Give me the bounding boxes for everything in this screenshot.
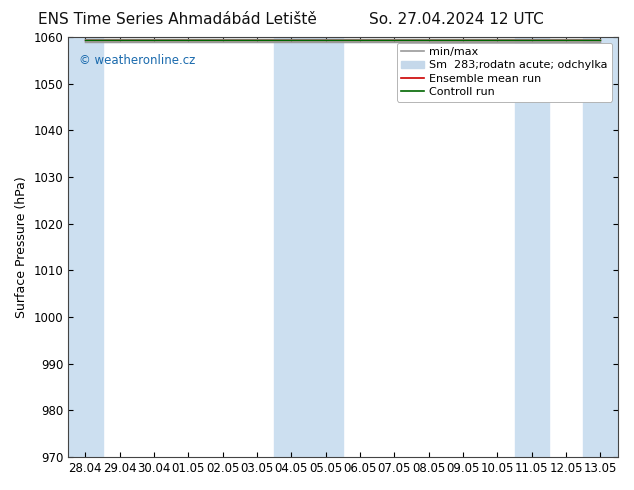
- Y-axis label: Surface Pressure (hPa): Surface Pressure (hPa): [15, 176, 28, 318]
- Legend: min/max, Sm  283;rodatn acute; odchylka, Ensemble mean run, Controll run: min/max, Sm 283;rodatn acute; odchylka, …: [397, 43, 612, 101]
- Bar: [515, 37, 549, 457]
- Bar: [583, 37, 618, 457]
- Bar: [68, 37, 103, 457]
- Text: © weatheronline.cz: © weatheronline.cz: [79, 54, 195, 67]
- Bar: [275, 37, 343, 457]
- Text: ENS Time Series Ahmadábád Letiště: ENS Time Series Ahmadábád Letiště: [38, 12, 317, 27]
- Text: So. 27.04.2024 12 UTC: So. 27.04.2024 12 UTC: [369, 12, 544, 27]
